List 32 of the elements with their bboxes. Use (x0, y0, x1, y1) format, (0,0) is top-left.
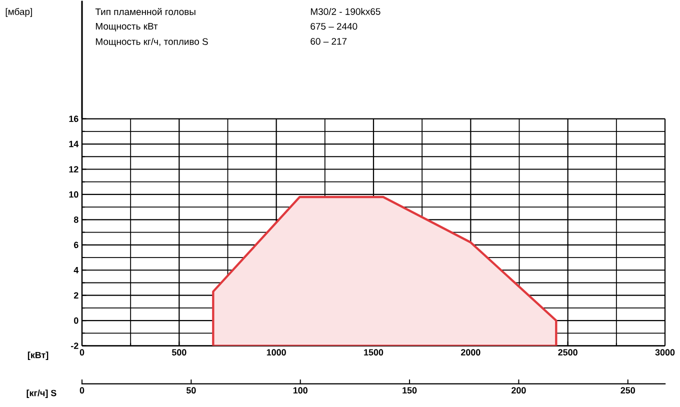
x-tick-label: 1500 (364, 349, 384, 356)
x2-tick-label: 250 (620, 387, 635, 394)
y-tick-label: 4 (74, 267, 79, 274)
x-tick-label: 2000 (461, 349, 480, 356)
x2-tick-label: 150 (402, 387, 417, 394)
x2-tick-label: 100 (293, 387, 308, 394)
y-tick-label: 2 (74, 292, 78, 299)
text: [мбар] (6, 8, 32, 17)
x-tick-label: 2500 (558, 349, 578, 356)
y-tick-label: -2 (71, 342, 78, 350)
x-axis-title: [кВт] (28, 352, 48, 360)
y-tick-label: 12 (69, 166, 78, 172)
text: M30/2 - 190kx65 (310, 8, 380, 16)
y-tick-label: 16 (69, 116, 78, 122)
text: Мощность кВт (96, 23, 158, 32)
y-tick-label: 8 (74, 216, 78, 223)
x-tick-label: 3000 (655, 349, 675, 356)
text: 60 – 217 (310, 38, 347, 45)
x2-tick-label: 200 (512, 387, 526, 394)
x-tick-label: 0 (80, 349, 84, 356)
y-tick-label: 0 (74, 317, 78, 324)
text: Мощность кг/ч, топливо S (96, 38, 208, 47)
text: 675 – 2440 (310, 23, 358, 30)
x-tick-label: 1000 (266, 349, 286, 356)
x2-tick-label: 50 (186, 387, 196, 394)
y-tick-label: 10 (69, 191, 78, 198)
y-tick-label: 6 (74, 242, 78, 248)
x2-axis-title: [кг/ч] S (26, 390, 56, 398)
y-tick-label: 14 (69, 141, 79, 148)
text: Тип пламенной головы (95, 8, 196, 16)
x-tick-label: 500 (172, 349, 186, 356)
x2-tick-label: 0 (80, 387, 84, 394)
